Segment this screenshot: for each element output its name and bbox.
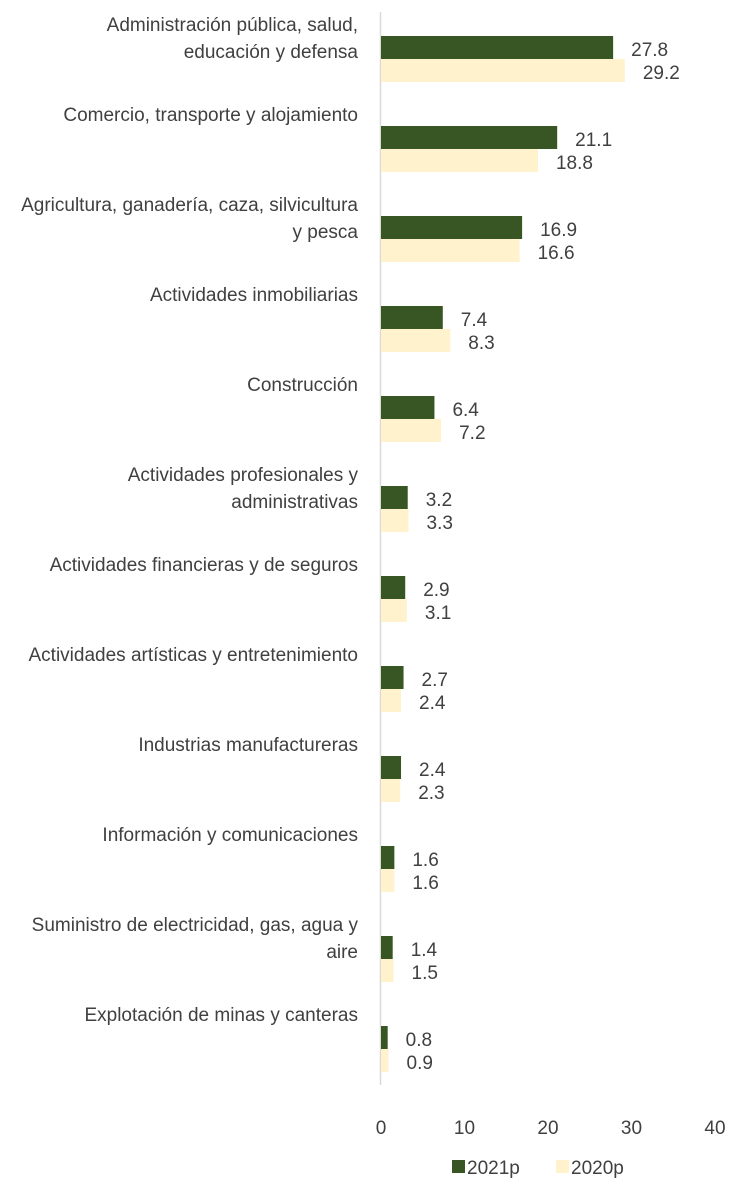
bar-2021p-11 — [381, 1026, 388, 1049]
data-label-2021p: 6.4 — [452, 400, 479, 421]
data-label-2021p: 2.7 — [422, 670, 448, 691]
bar-2020p-10 — [381, 959, 394, 982]
x-axis-ticks: 0 10 20 30 40 — [376, 1118, 726, 1139]
data-label-2020p: 1.5 — [412, 963, 438, 984]
bar-2020p-1 — [381, 149, 538, 172]
data-label-2020p: 16.6 — [538, 243, 575, 264]
bar-2020p-6 — [381, 599, 407, 622]
bar-2021p-0 — [381, 36, 614, 59]
category-label: administrativas — [231, 492, 358, 513]
data-label-2021p: 27.8 — [631, 40, 668, 61]
data-label-2020p: 3.3 — [427, 513, 453, 534]
data-label-2021p: 7.4 — [461, 310, 488, 331]
bar-2020p-0 — [381, 59, 625, 82]
category-label: Industrias manufactureras — [138, 735, 358, 756]
bar-2021p-3 — [381, 306, 443, 329]
bar-2020p-5 — [381, 509, 409, 532]
data-label-2021p: 2.9 — [423, 580, 449, 601]
data-label-2020p: 2.4 — [419, 693, 446, 714]
data-label-2021p: 2.4 — [419, 760, 446, 781]
category-label: Actividades inmobiliarias — [150, 285, 358, 306]
legend-label-2021p: 2021p — [467, 1158, 520, 1179]
category-label: Explotación de minas y canteras — [84, 1005, 358, 1026]
legend-swatch-2020p — [556, 1160, 569, 1173]
category-label: Información y comunicaciones — [102, 825, 358, 846]
bar-2021p-2 — [381, 216, 523, 239]
data-label-2020p: 2.3 — [418, 783, 444, 804]
bar-2021p-9 — [381, 846, 395, 869]
legend-label-2020p: 2020p — [571, 1158, 624, 1179]
data-label-2020p: 1.6 — [412, 873, 438, 894]
bar-2021p-10 — [381, 936, 393, 959]
category-label: Comercio, transporte y alojamiento — [63, 105, 358, 126]
category-labels: Administración pública, salud, educación … — [21, 15, 358, 1026]
data-label-2020p: 8.3 — [468, 333, 494, 354]
x-tick-label: 10 — [454, 1118, 475, 1139]
category-label: Actividades financieras y de seguros — [50, 555, 358, 576]
bar-2020p-11 — [381, 1049, 389, 1072]
bar-2021p-4 — [381, 396, 435, 419]
data-label-2020p: 3.1 — [425, 603, 451, 624]
data-label-2021p: 1.4 — [411, 940, 438, 961]
bar-2020p-3 — [381, 329, 451, 352]
category-label: Construcción — [247, 375, 358, 396]
category-label: y pesca — [293, 222, 359, 243]
bar-2020p-4 — [381, 419, 442, 442]
bar-2020p-7 — [381, 689, 402, 712]
data-label-2020p: 7.2 — [459, 423, 485, 444]
category-label: Agricultura, ganadería, caza, silvicultu… — [21, 195, 358, 216]
category-label: Administración pública, salud, — [107, 15, 358, 36]
bar-2020p-8 — [381, 779, 401, 802]
data-label-2021p: 1.6 — [412, 850, 438, 871]
data-label-2020p: 18.8 — [556, 153, 593, 174]
bar-2021p-6 — [381, 576, 406, 599]
bar-2020p-2 — [381, 239, 520, 262]
data-label-2021p: 0.8 — [406, 1030, 432, 1051]
data-label-2020p: 29.2 — [643, 63, 680, 84]
x-tick-label: 0 — [376, 1118, 387, 1139]
bar-2021p-5 — [381, 486, 408, 509]
category-label: aire — [326, 942, 358, 963]
bars-group: 27.829.221.118.816.916.67.48.36.47.23.23… — [381, 36, 680, 1074]
category-label: Actividades profesionales y — [128, 465, 359, 486]
category-label: Suministro de electricidad, gas, agua y — [32, 915, 359, 936]
bar-2021p-1 — [381, 126, 558, 149]
data-label-2021p: 21.1 — [575, 130, 612, 151]
bar-2021p-8 — [381, 756, 402, 779]
x-tick-label: 30 — [621, 1118, 642, 1139]
bar-2020p-9 — [381, 869, 395, 892]
x-tick-label: 20 — [537, 1118, 558, 1139]
data-label-2020p: 0.9 — [407, 1053, 433, 1074]
x-tick-label: 40 — [704, 1118, 725, 1139]
category-label: educación y defensa — [184, 42, 359, 63]
legend: 2021p 2020p — [452, 1158, 624, 1179]
category-label: Actividades artísticas y entretenimiento — [29, 645, 359, 666]
data-label-2021p: 3.2 — [426, 490, 452, 511]
bar-2021p-7 — [381, 666, 404, 689]
data-label-2021p: 16.9 — [540, 220, 577, 241]
legend-swatch-2021p — [452, 1160, 465, 1173]
